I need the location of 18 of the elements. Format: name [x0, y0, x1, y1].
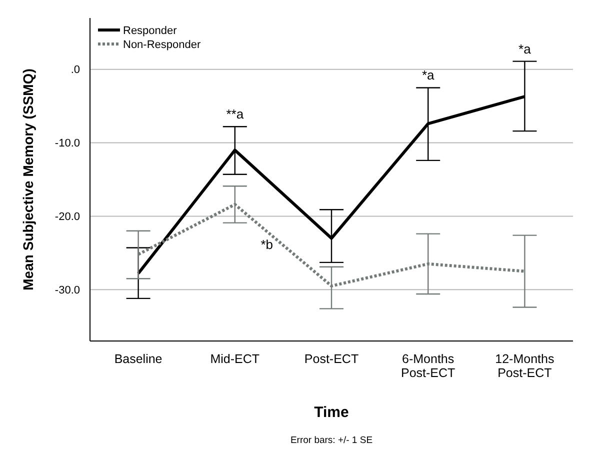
annotation: *a: [422, 68, 436, 83]
text: Error bars: +/- 1 SE: [290, 435, 373, 446]
x-axis-title: Time: [314, 404, 349, 421]
legend-label: Responder: [123, 24, 178, 37]
x-tick-label: 12-Months Post-ECT: [495, 352, 554, 380]
x-tick-label: Mid-ECT: [210, 352, 260, 366]
annotation: **a: [226, 106, 244, 122]
x-tick-label: 6-Months Post-ECT: [401, 352, 456, 380]
annotation: *b: [260, 236, 274, 252]
legend-label: Non-Responder: [123, 38, 201, 51]
y-tick-label: -10.0: [54, 138, 80, 150]
annotation: *a: [518, 41, 532, 56]
x-tick-label: Baseline: [114, 352, 162, 366]
y-tick-label: -20.0: [54, 211, 80, 224]
y-tick-label: -30.0: [54, 284, 80, 296]
y-axis-title: Mean Subjective Memory (SSMQ): [20, 68, 36, 290]
x-tick-label: Post-ECT: [304, 352, 359, 366]
y-tick-label: .0: [70, 64, 80, 76]
